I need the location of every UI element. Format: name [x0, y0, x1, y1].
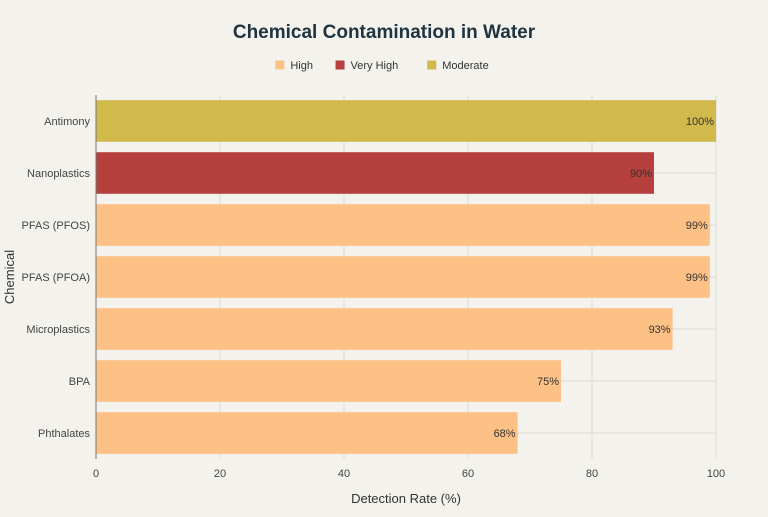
x-tick-label: 80	[586, 468, 598, 480]
bar-value-label: 99%	[686, 272, 708, 284]
bar[interactable]	[96, 204, 710, 246]
bar-value-label: 90%	[630, 168, 652, 180]
legend-swatch	[427, 60, 437, 70]
bar-value-label: 93%	[649, 324, 671, 336]
category-label: PFAS (PFOA)	[22, 272, 90, 284]
value-labels: 100% 90% 99% 99% 93% 75% 68%	[494, 116, 715, 440]
chart-title: Chemical Contamination in Water	[233, 22, 536, 43]
x-tick-label: 60	[462, 468, 474, 480]
legend-label: High	[290, 60, 313, 72]
legend-label: Moderate	[442, 60, 488, 72]
category-label: Nanoplastics	[27, 168, 90, 180]
x-tick-label: 100	[707, 468, 725, 480]
x-axis-title: Detection Rate (%)	[351, 491, 461, 506]
bar[interactable]	[96, 360, 561, 402]
bar[interactable]	[96, 256, 710, 298]
bar-value-label: 75%	[537, 376, 559, 388]
x-tick-label: 0	[93, 468, 99, 480]
bar[interactable]	[96, 152, 654, 194]
x-tick-label: 20	[214, 468, 226, 480]
legend-label: Very High	[351, 60, 399, 72]
bar-value-label: 100%	[686, 116, 714, 128]
legend: High Very High Moderate	[275, 60, 489, 72]
bar-value-label: 99%	[686, 220, 708, 232]
y-axis-ticks: Antimony Nanoplastics PFAS (PFOS) PFAS (PFO…	[22, 116, 91, 440]
category-label: Phthalates	[38, 428, 90, 440]
x-axis-ticks: 0 20 40 60 80 100	[93, 468, 725, 480]
category-label: Antimony	[44, 116, 90, 128]
bars	[96, 100, 716, 454]
legend-swatch	[275, 60, 285, 70]
bar[interactable]	[96, 308, 673, 350]
bar-value-label: 68%	[494, 428, 516, 440]
category-label: PFAS (PFOS)	[22, 220, 90, 232]
category-label: Microplastics	[26, 324, 90, 336]
legend-swatch	[335, 60, 345, 70]
y-axis-title: Chemical	[2, 250, 17, 304]
x-tick-label: 40	[338, 468, 350, 480]
bar[interactable]	[96, 100, 716, 142]
bar[interactable]	[96, 412, 518, 454]
category-label: BPA	[69, 376, 91, 388]
